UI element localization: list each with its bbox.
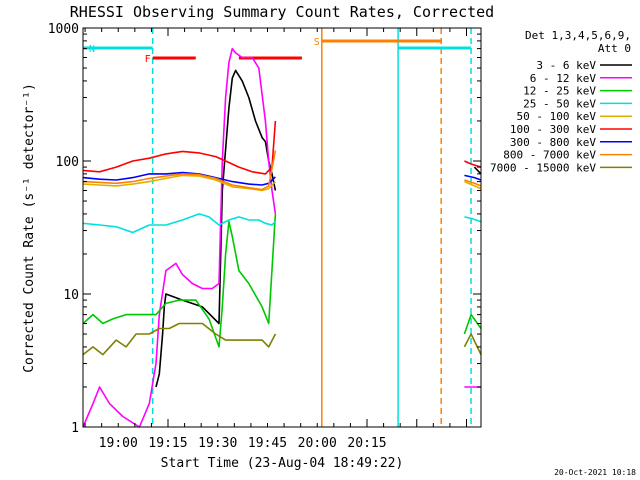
y-tick-label: 1 [71, 421, 79, 436]
plot-series [82, 47, 482, 428]
x-tick-label: 19:45 [248, 436, 287, 451]
chart-title: RHESSI Observing Summary Count Rates, Co… [70, 3, 494, 21]
legend-label-6: 100 - 300 keV [510, 123, 596, 136]
y-axis-label: Corrected Count Rate (s⁻¹ detector⁻¹) [22, 83, 37, 373]
series-12-25-kev-segment-2 [463, 313, 482, 335]
series-800-7000-kev-segment-2 [464, 179, 482, 187]
legend-label-3: 12 - 25 keV [523, 85, 596, 98]
x-tick-label: 20:00 [298, 436, 337, 451]
series-3-6-kev-segment-2 [473, 166, 482, 175]
legend-label-2: 6 - 12 keV [530, 72, 597, 85]
series-6-12-kev-segment-1 [82, 47, 277, 428]
plot-overlays: N F S [83, 28, 472, 427]
y-tick-label: 100 [56, 155, 79, 170]
y-tick-label: 10 [63, 288, 79, 303]
series-7000-15000-kev-segment-1 [82, 322, 277, 356]
state-flag-s: S [314, 37, 320, 48]
state-flag-f: F [145, 54, 151, 65]
axes: 1 10 100 1000 19:00 19:15 19:30 19:45 20:00 20:15 [48, 22, 481, 451]
series-12-25-kev-segment-1 [82, 213, 277, 348]
series-100-300-kev-segment-1 [82, 120, 277, 175]
legend-header-line-1: Det 1,3,4,5,6,9, [525, 29, 631, 42]
x-tick-label: 20:15 [347, 436, 386, 451]
render-timestamp: 20-Oct-2021 10:18 [554, 468, 636, 477]
legend-label-5: 50 - 100 keV [517, 110, 597, 123]
legend-label-9: 7000 - 15000 keV [490, 161, 596, 174]
legend-header-line-2: Att 0 [598, 42, 631, 55]
x-axis-label: Start Time (23-Aug-04 18:49:22) [161, 456, 404, 471]
series-7000-15000-kev-segment-2 [463, 333, 482, 355]
state-flag-n: N [89, 44, 95, 55]
y-tick-label: 1000 [48, 22, 79, 37]
legend-label-7: 300 - 800 keV [510, 136, 596, 149]
series-300-800-kev-segment-2 [464, 174, 482, 181]
legend-label-4: 25 - 50 keV [523, 97, 596, 110]
series-100-300-kev-segment-2 [464, 160, 482, 168]
series-25-50-kev-segment-2 [464, 216, 482, 223]
series-50-100-kev-segment-2 [464, 180, 482, 190]
series-300-800-kev-segment-1 [82, 171, 276, 186]
series-800-7000-kev-segment-1 [82, 150, 277, 191]
x-tick-label: 19:15 [148, 436, 187, 451]
series-50-100-kev-segment-1 [82, 174, 276, 192]
legend-label-1: 3 - 6 keV [536, 59, 596, 72]
series-25-50-kev-segment-1 [82, 213, 276, 234]
x-tick-label: 19:00 [99, 436, 138, 451]
legend-label-8: 800 - 7000 keV [503, 149, 596, 162]
x-tick-label: 19:30 [198, 436, 237, 451]
plot-frame [82, 27, 482, 428]
